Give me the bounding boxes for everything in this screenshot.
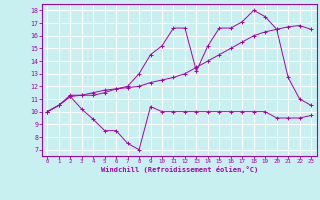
X-axis label: Windchill (Refroidissement éolien,°C): Windchill (Refroidissement éolien,°C) [100, 166, 258, 173]
